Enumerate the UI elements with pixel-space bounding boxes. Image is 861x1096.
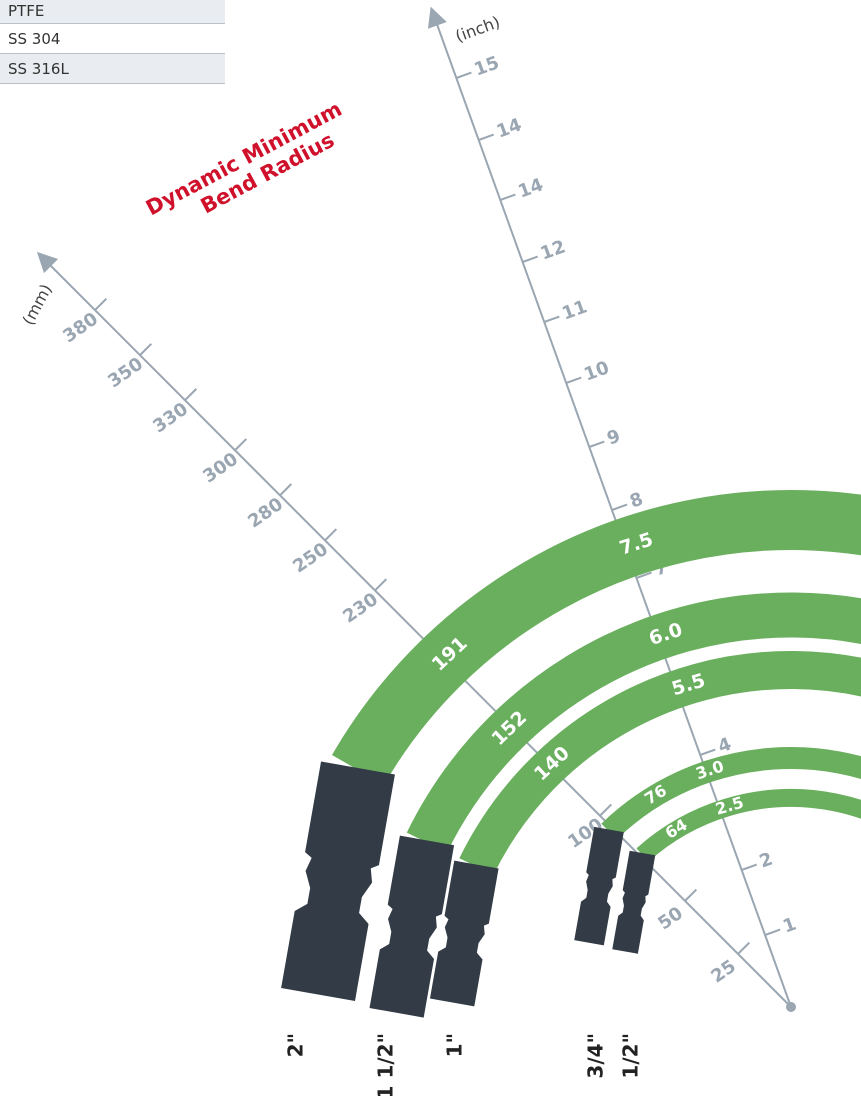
fitting [574,826,624,946]
tick-label: 11 [559,296,590,324]
tick-label: 14 [515,174,546,202]
radius-inch-label: 2.5 [713,793,745,819]
tick-mark [588,440,605,448]
pivot [786,1002,796,1012]
tick-mark [139,343,153,356]
tick-mark [543,315,560,323]
radius-inch-label: 3.0 [693,756,726,783]
tick-mark [684,888,698,902]
hose [459,651,861,875]
tick-mark [522,255,539,263]
tick-label: 1 [780,914,799,938]
tick-mark [565,376,582,384]
tick-label: 50 [654,903,687,935]
tick-label: 25 [707,956,740,988]
tick-mark [699,748,716,756]
tick-label: 8 [627,489,646,513]
tick-label: 230 [339,589,382,628]
fitting [369,835,455,1018]
hose [601,747,861,840]
tick-mark [611,503,628,511]
table-row: SS 304 [0,24,225,54]
table-row: PTFE [0,0,225,24]
hose [636,789,861,862]
tick-mark [741,863,758,871]
title: Dynamic Minimum Bend Radius [142,97,346,221]
size-label: 1/2" [619,1033,643,1079]
fitting [612,850,656,954]
tick-label: 12 [538,236,569,264]
tick-mark [478,133,495,141]
tick-mark [234,438,248,451]
tick-mark [455,71,472,79]
tick-label: 10 [581,357,612,385]
tick-label: 380 [59,308,102,347]
table-row: SS 316L [0,54,225,84]
fitting [429,860,499,1007]
size-label: 1 1/2" [374,1033,398,1096]
tick-label: 280 [244,494,287,533]
axis-label: (mm) [18,281,55,328]
tick-label: 14 [494,114,525,142]
tick-mark [764,928,781,936]
fitting [281,761,395,1002]
tick-mark [636,571,652,579]
tick-mark [279,483,293,497]
size-label: 3/4" [584,1033,608,1079]
tick-label: 15 [471,52,502,80]
tick-mark [499,193,516,201]
material-table: PTFE SS 304 SS 316L [0,0,225,84]
hose [332,490,861,786]
tick-mark [184,388,198,401]
size-label: 1" [443,1033,467,1057]
inch-axis [427,6,792,1008]
mm-axis [36,251,792,1008]
tick-label: 330 [149,399,192,438]
tick-label: 9 [604,426,623,450]
tick-mark [374,578,388,592]
tick-label: 350 [104,353,147,392]
hose [406,592,861,853]
tick-mark [94,298,108,311]
tick-mark [599,803,613,817]
tick-label: 300 [199,449,242,488]
axis-label: (inch) [453,12,503,46]
tick-mark [737,941,751,955]
size-label: 2" [284,1033,308,1057]
tick-label: 2 [757,849,776,873]
tick-mark [324,528,338,542]
tick-label: 250 [289,539,332,578]
